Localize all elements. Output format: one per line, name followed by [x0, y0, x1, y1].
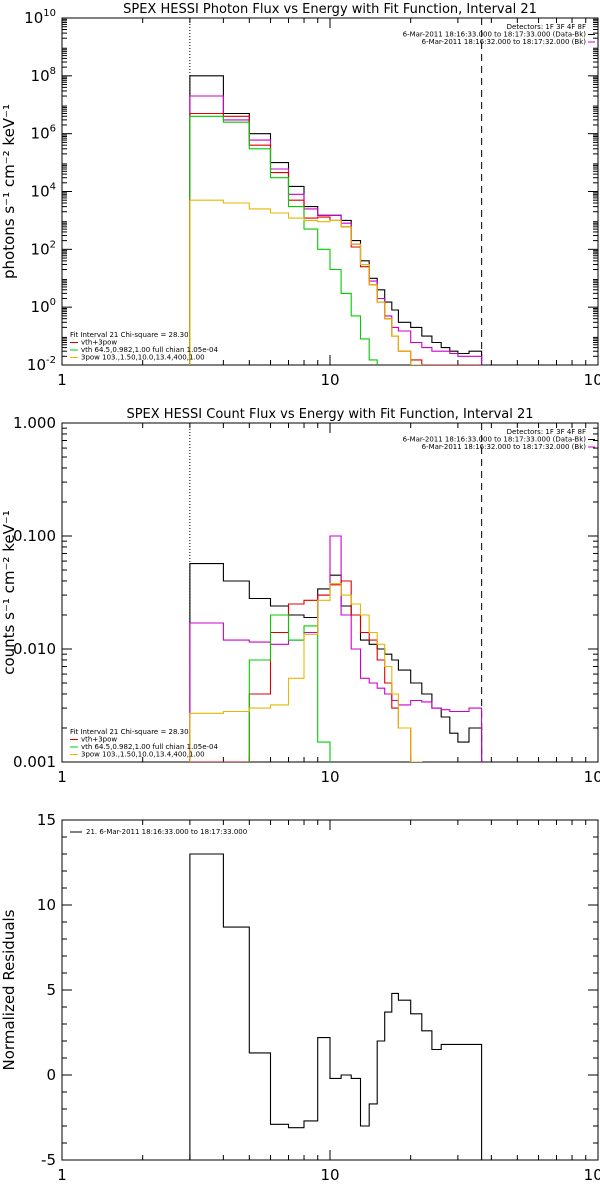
- y-tick-exponent: 8: [50, 66, 56, 77]
- y-tick-label: 0.010: [13, 640, 56, 658]
- x-tick-label: 100: [584, 768, 600, 786]
- y-tick-base: 10: [31, 125, 50, 143]
- y-tick-base: 10: [31, 240, 50, 258]
- panel-1: SPEX HESSI Photon Flux vs Energy with Fi…: [0, 2, 600, 389]
- legend-entry: 6-Mar-2011 18:16:33.000 to 18:17:33.000 …: [403, 436, 587, 444]
- y-tick-label: 102: [31, 239, 56, 258]
- legend-entry: vth 64.5,0.982,1.00 full chian 1.05e-04: [81, 346, 219, 354]
- x-tick-label: 100: [584, 1166, 600, 1184]
- y-tick-base: 10: [31, 67, 50, 85]
- legend-entry: Detectors: 1F 3F 4F 8F: [507, 23, 586, 31]
- y-tick-label: -5: [41, 1151, 56, 1169]
- y-tick-label: 106: [31, 124, 56, 143]
- legend-entry: 3pow 103.,1.50,10.0,13.4,400,1.00: [81, 354, 205, 362]
- legend-entry: 6-Mar-2011 18:16:33.000 to 18:17:33.000 …: [403, 31, 587, 39]
- legend-entry: Detectors: 1F 3F 4F 8F: [507, 428, 586, 436]
- series-1-step-line: [189, 75, 483, 365]
- legend-entry: Fit Interval 21 Chi-square = 28.30: [70, 728, 189, 736]
- x-tick-label: 10: [320, 371, 339, 389]
- y-tick-label: 15: [37, 811, 56, 829]
- series-3-step-line: [189, 112, 483, 365]
- x-tick-label: 100: [584, 371, 600, 389]
- legend-entry: 6-Mar-2011 18:16:32.000 to 18:17:32.000 …: [422, 443, 587, 451]
- y-tick-base: 10: [24, 9, 43, 27]
- series-5-step-line: [189, 199, 423, 365]
- y-tick-label: 1.000: [13, 414, 56, 432]
- y-tick-exponent: 4: [50, 182, 56, 193]
- x-tick-label: 1: [57, 768, 67, 786]
- y-tick-label: 104: [31, 182, 56, 201]
- plot-frame: [61, 17, 599, 366]
- chart-title: SPEX HESSI Photon Flux vs Energy with Fi…: [123, 2, 537, 17]
- y-tick-exponent: 0: [50, 297, 56, 308]
- y-axis-label: Normalized Residuals: [0, 909, 18, 1070]
- legend-entry: 3pow 103.,1.50,10.0,13.4,400,1.00: [81, 751, 205, 759]
- legend-entry: 21. 6-Mar-2011 18:16:33.000 to 18:17:33.…: [86, 828, 247, 836]
- y-tick-label: 10-2: [27, 355, 56, 374]
- x-tick-label: 1: [57, 1166, 67, 1184]
- series-2-step-line: [189, 535, 483, 762]
- y-tick-label: 108: [31, 66, 56, 85]
- series-2-step-line: [189, 95, 483, 365]
- y-tick-exponent: -2: [46, 355, 56, 366]
- x-tick-label: 10: [320, 1166, 339, 1184]
- panel-3: Normalized Residuals 1 10 100 -5 0 5 10 15 21. 6-…: [0, 811, 600, 1184]
- series-5-step-line: [189, 582, 423, 762]
- x-tick-label: 1: [57, 371, 67, 389]
- y-tick-base: 10: [31, 298, 50, 316]
- legend-entry: 6-Mar-2011 18:16:32.000 to 18:17:32.000 …: [422, 38, 587, 46]
- panel-2: SPEX HESSI Count Flux vs Energy with Fit…: [0, 407, 600, 786]
- x-tick-label: 10: [320, 768, 339, 786]
- y-axis-label: counts s⁻¹ cm⁻² keV⁻¹: [0, 510, 18, 675]
- series-1-step-line: [189, 853, 483, 1160]
- y-tick-label: 5: [46, 981, 56, 999]
- y-tick-base: 10: [31, 183, 50, 201]
- legend-entry: Fit Interval 21 Chi-square = 28.30: [70, 331, 189, 339]
- series-3-step-line: [189, 580, 423, 762]
- plot-frame: [61, 819, 599, 1161]
- legend-entry: vth+3pow: [81, 736, 117, 744]
- data-series-group: [189, 535, 483, 762]
- y-tick-label: 10: [37, 896, 56, 914]
- y-tick-label: 100: [31, 297, 56, 316]
- y-tick-base: 10: [27, 356, 46, 374]
- y-tick-label: 1010: [24, 8, 56, 27]
- y-tick-label: 0: [46, 1066, 56, 1084]
- data-series-group: [189, 853, 483, 1160]
- y-tick-exponent: 6: [50, 124, 56, 135]
- y-tick-label: 0.001: [13, 753, 56, 771]
- y-axis-label: photons s⁻¹ cm⁻² keV⁻¹: [0, 104, 18, 279]
- chart-title: SPEX HESSI Count Flux vs Energy with Fit…: [126, 407, 533, 422]
- series-1-step-line: [189, 563, 483, 762]
- y-tick-label: 0.100: [13, 527, 56, 545]
- legend-entry: vth 64.5,0.982,1.00 full chian 1.05e-04: [81, 743, 219, 751]
- y-tick-exponent: 10: [43, 8, 56, 19]
- legend-entry: vth+3pow: [81, 339, 117, 347]
- series-4-step-line: [248, 614, 331, 762]
- y-tick-exponent: 2: [50, 239, 56, 250]
- data-series-group: [189, 75, 483, 365]
- series-4-step-line: [189, 115, 378, 365]
